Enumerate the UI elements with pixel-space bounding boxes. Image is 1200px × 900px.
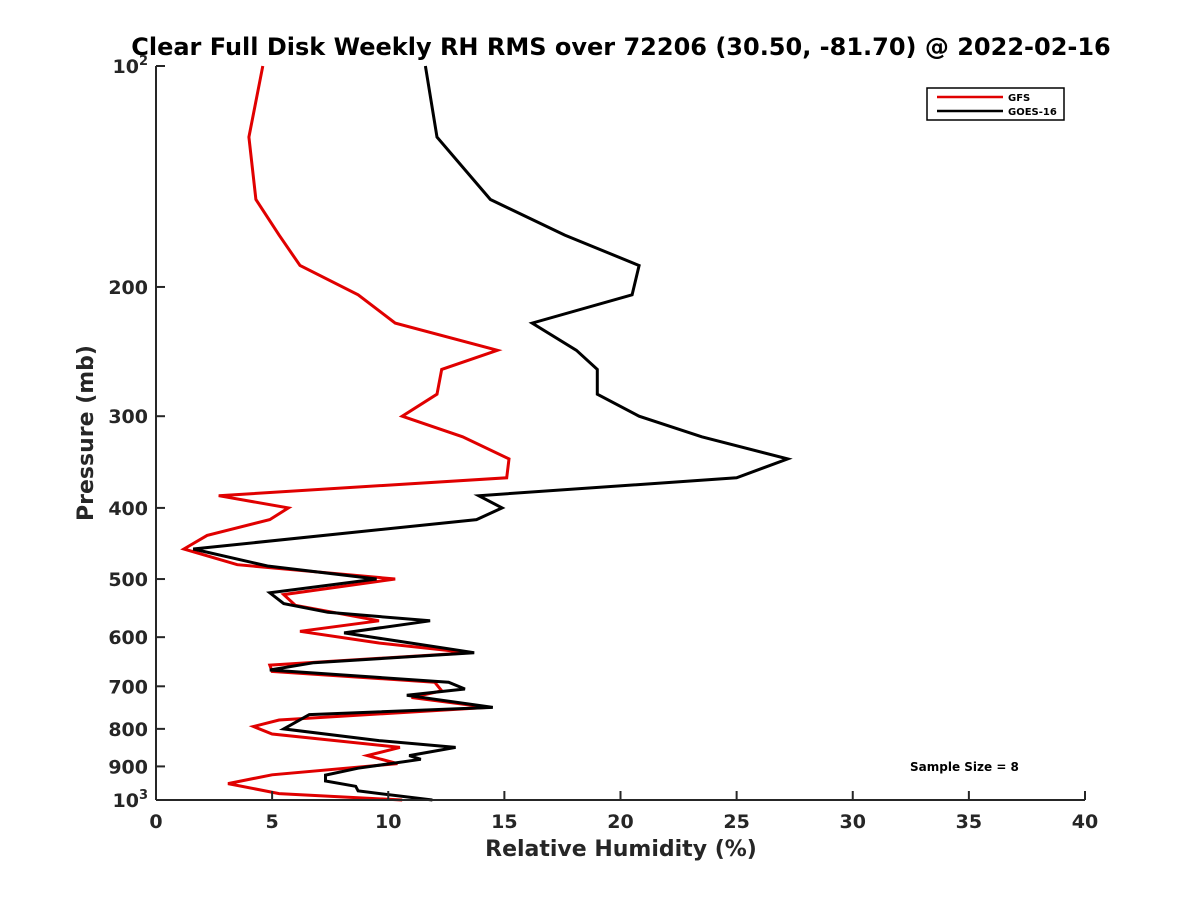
legend-box — [926, 87, 1065, 121]
y-tick-label: 500 — [108, 569, 148, 591]
legend-label-gfs: GFS — [1008, 93, 1030, 104]
x-tick-label: 35 — [956, 811, 982, 833]
chart-title: Clear Full Disk Weekly RH RMS over 72206… — [131, 33, 1111, 61]
y-tick-label: 900 — [108, 756, 148, 778]
series-line-gfs — [180, 65, 511, 802]
y-tick-label: 400 — [108, 498, 148, 520]
x-tick-label: 5 — [266, 811, 279, 833]
y-tick-label: 300 — [108, 406, 148, 428]
series-layer — [180, 65, 793, 802]
axes-layer: 0 5 10 15 20 25 30 35 40 102 200 300 400 500 600 700 800… — [108, 54, 1098, 833]
sample-size-annotation: Sample Size = 8 — [910, 760, 1019, 774]
x-tick-label: 0 — [149, 811, 162, 833]
x-tick-label: 10 — [375, 811, 401, 833]
x-axis-label: Relative Humidity (%) — [485, 837, 757, 862]
x-tick-label: 15 — [491, 811, 517, 833]
y-tick-label: 600 — [108, 627, 148, 649]
y-tick-label: 700 — [108, 676, 148, 698]
y-axis-label: Pressure (mb) — [74, 345, 99, 521]
y-tick-label: 103 — [113, 788, 149, 812]
x-tick-label: 20 — [607, 811, 633, 833]
legend-label-goes16: GOES-16 — [1008, 107, 1057, 118]
x-tick-label: 40 — [1072, 811, 1098, 833]
x-tick-label: 25 — [723, 811, 749, 833]
x-tick-label: 30 — [840, 811, 866, 833]
series-line-goes16 — [192, 65, 793, 802]
y-tick-label: 200 — [108, 277, 148, 299]
y-tick-label: 800 — [108, 719, 148, 741]
y-tick-label: 102 — [113, 54, 149, 78]
legend: GFS GOES-16 — [926, 87, 1065, 121]
